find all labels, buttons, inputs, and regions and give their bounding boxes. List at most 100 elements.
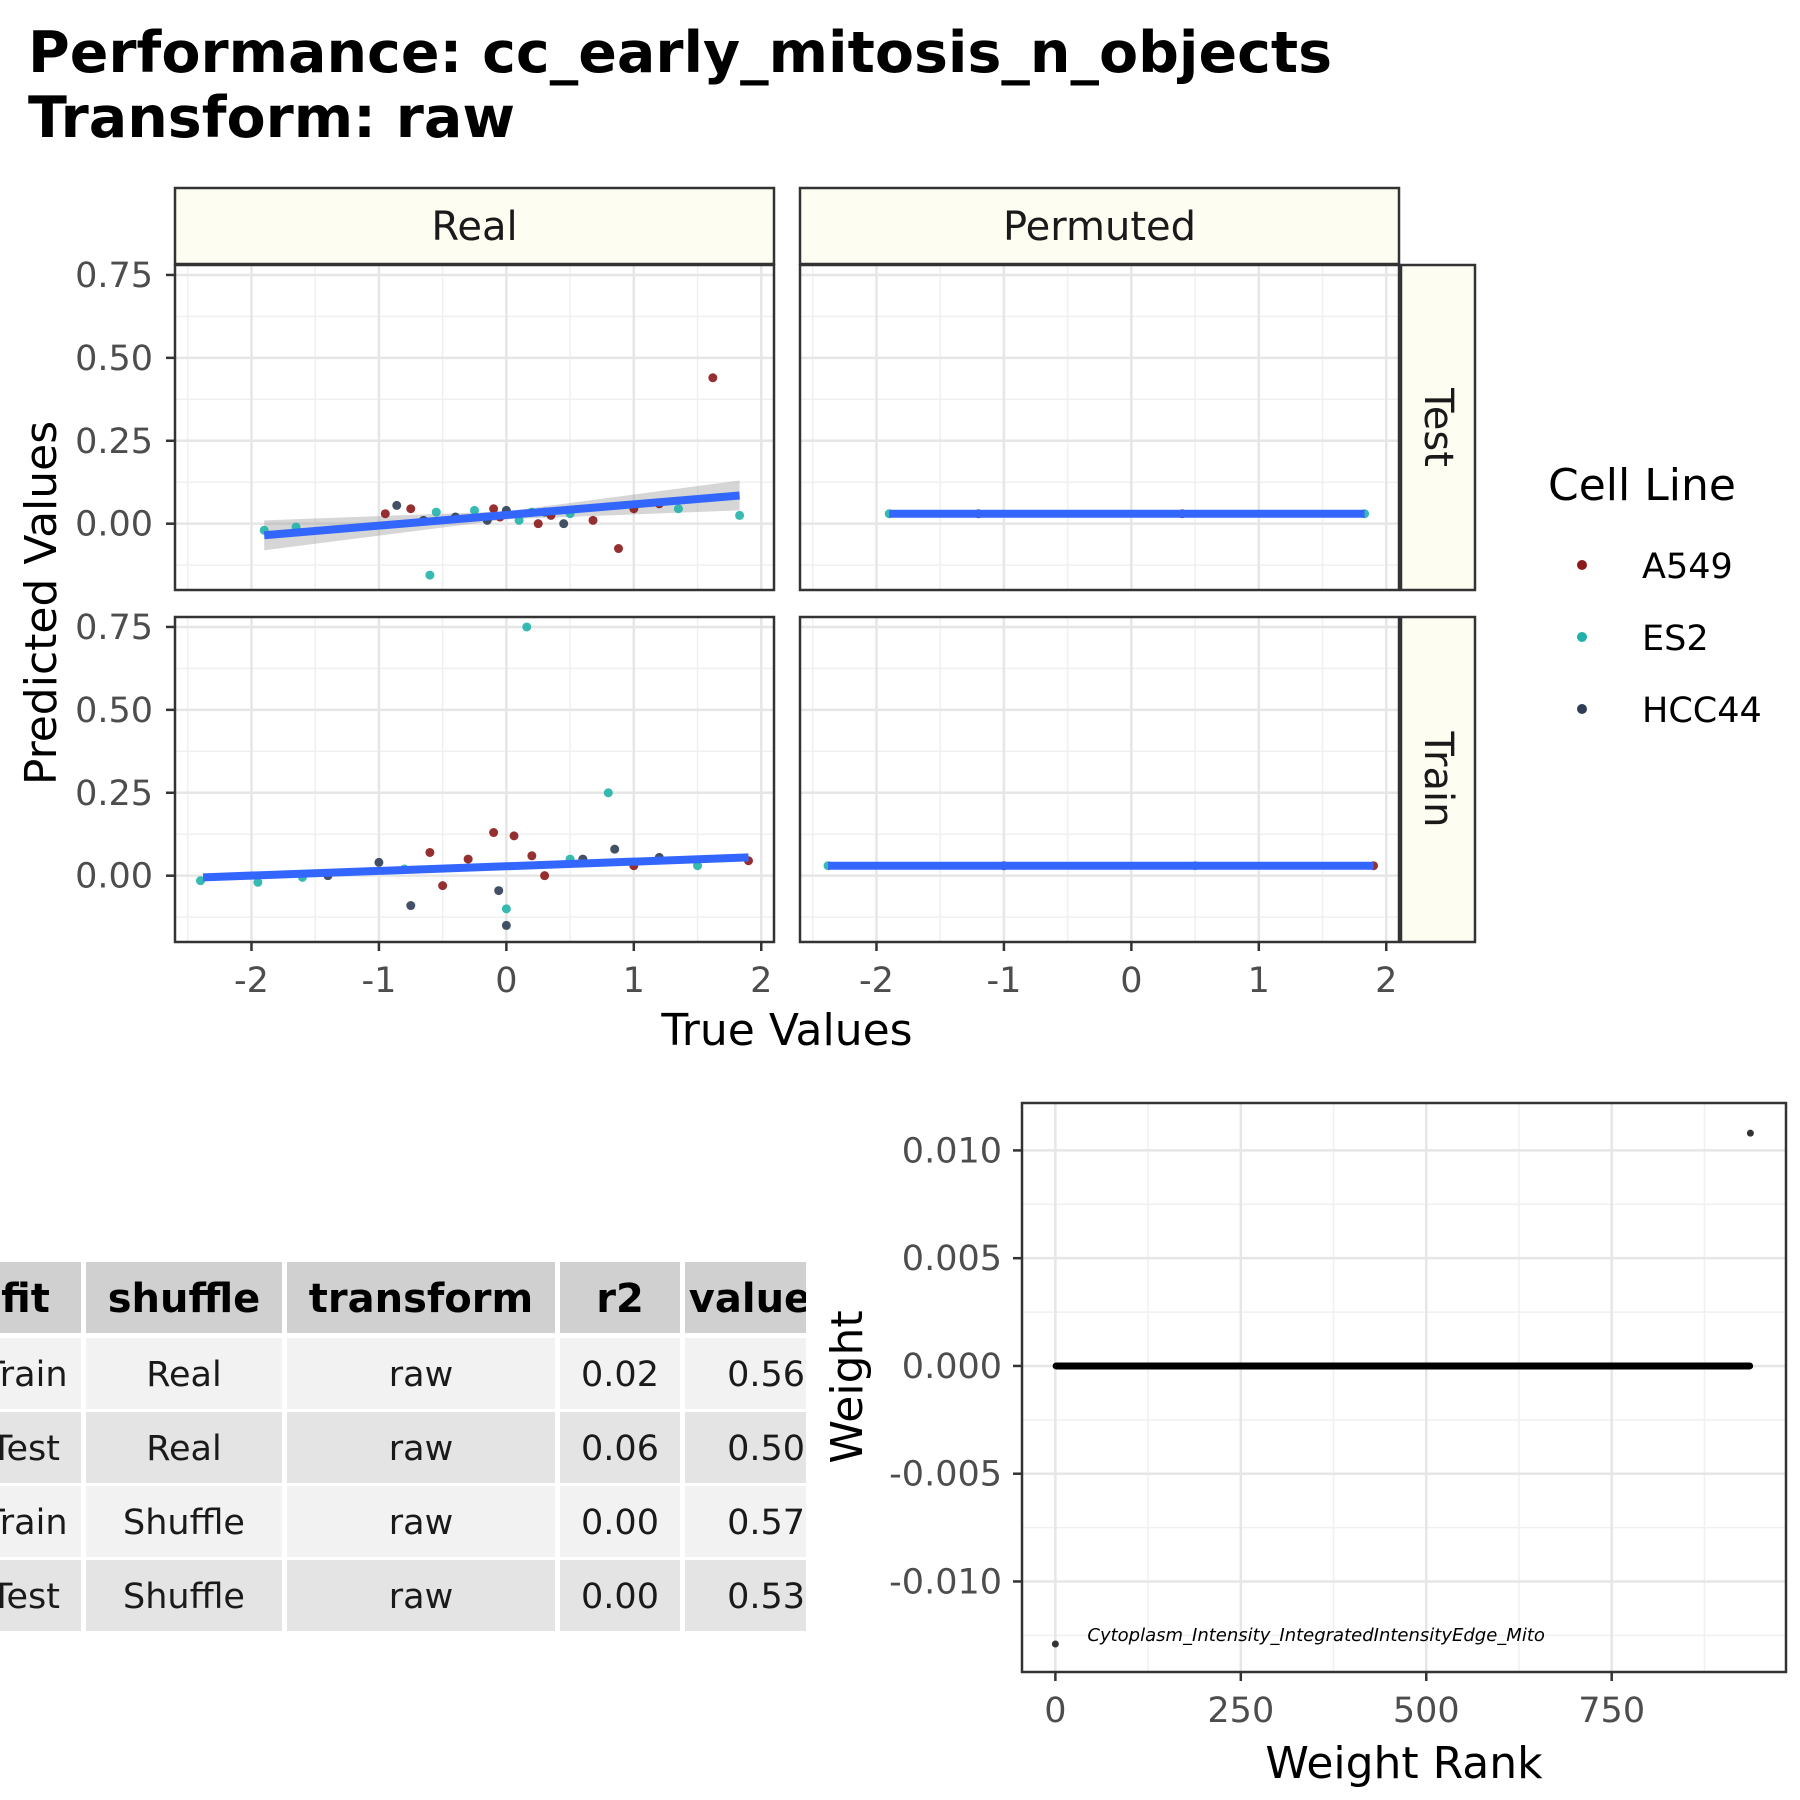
table-cell-text: raw	[389, 1355, 453, 1395]
strip-real	[173, 186, 776, 266]
y-tick-label: 0.75	[75, 608, 153, 648]
legend: Cell Line A549 ES2 HCC44	[1548, 460, 1762, 731]
regression-line	[263, 491, 740, 540]
x-axis-title: Weight Rank	[1265, 1738, 1543, 1789]
x-tick-label: 500	[1393, 1691, 1460, 1731]
strip-test	[1399, 263, 1477, 592]
table-cell	[287, 1338, 555, 1409]
panel-background	[800, 265, 1399, 590]
table-cell-text: raw	[389, 1429, 453, 1469]
legend-key-es2	[1577, 632, 1587, 642]
table-cell-text: Train	[0, 1503, 67, 1543]
data-point-hcc44	[501, 920, 511, 930]
table-cell	[86, 1560, 282, 1631]
figure-title-line-2: Transform: raw	[28, 85, 515, 151]
panel-permuted-train	[798, 615, 1401, 944]
table-cell	[685, 1338, 806, 1409]
panel-real-test	[173, 263, 776, 592]
table-header-cell	[685, 1262, 806, 1333]
data-point-a549	[533, 519, 543, 529]
data-point-es2	[693, 861, 703, 871]
y-tick-label: 0.010	[902, 1131, 1002, 1171]
table-cell-text: Real	[146, 1429, 221, 1469]
data-point-es2	[501, 904, 511, 914]
table-header-cell	[0, 1262, 81, 1333]
table-header-fit: fit	[1, 1276, 50, 1322]
table-cell-text: 0.00	[581, 1577, 659, 1617]
data-point-hcc44	[406, 901, 416, 911]
data-point-hcc44	[494, 886, 504, 896]
x-tick-label: -1	[986, 961, 1021, 1001]
data-point-a549	[463, 854, 473, 864]
x-tick-label: 1	[1248, 961, 1270, 1001]
table-cell-text: Test	[0, 1429, 60, 1469]
table-cell-text: raw	[389, 1577, 453, 1617]
y-tick-label: 0.00	[75, 857, 153, 897]
table-cell-text: 0.02	[581, 1355, 659, 1395]
table-body: fit shuffle transform r2 value Train Real raw 0.…	[0, 1262, 811, 1631]
table-cell	[86, 1486, 282, 1557]
table-cell	[560, 1412, 680, 1483]
panel-background	[175, 617, 774, 942]
x-tick-label: -2	[859, 961, 894, 1001]
x-tick-label: 0	[1120, 961, 1142, 1001]
data-point-a549	[489, 504, 499, 514]
table-cell	[287, 1486, 555, 1557]
table-cell-text: 0.53	[727, 1577, 805, 1617]
bottom-weight-point	[1051, 1640, 1059, 1648]
table-cell-text: 0.50	[727, 1429, 805, 1469]
data-point-a549	[614, 544, 624, 554]
table-cell	[685, 1560, 806, 1631]
table-cell-text: 0.00	[581, 1503, 659, 1543]
legend-key-hcc44	[1577, 704, 1587, 714]
y-tick-label: 0.50	[75, 339, 153, 379]
data-point-hcc44	[610, 844, 620, 854]
x-tick-label: 0	[495, 961, 517, 1001]
panel-border	[173, 615, 776, 944]
x-tick-label: -1	[361, 961, 396, 1001]
data-point-a549	[540, 871, 550, 881]
legend-label-hcc44: HCC44	[1642, 691, 1762, 731]
data-point-hcc44	[559, 519, 569, 529]
strip-label-permuted: Permuted	[1003, 204, 1196, 250]
y-tick-label: 0.25	[75, 774, 153, 814]
facet-scatter-chart: Real Permuted Test Train 0.75 0.50 0.25 0.00 0.7…	[16, 186, 1477, 1056]
table-header-value: value	[689, 1276, 811, 1322]
y-tick-label: 0.25	[75, 422, 153, 462]
data-point-a549	[509, 831, 519, 841]
panel-permuted-test	[798, 263, 1401, 592]
y-tick-label: -0.005	[889, 1455, 1002, 1495]
table-cell	[560, 1338, 680, 1409]
table-cell	[287, 1412, 555, 1483]
table-cell-text: Shuffle	[123, 1577, 245, 1617]
table-header-r2: r2	[596, 1276, 644, 1322]
panel-background	[800, 617, 1399, 942]
x-tick-label: 250	[1207, 1691, 1274, 1731]
top-weight-point	[1746, 1129, 1754, 1137]
table-cell	[0, 1560, 81, 1631]
legend-key-a549	[1577, 560, 1587, 570]
x-tick-label: -2	[234, 961, 269, 1001]
data-point-es2	[673, 504, 683, 514]
table-cell-text: Shuffle	[123, 1503, 245, 1543]
feature-annotation: Cytoplasm_Intensity_IntegratedIntensityE…	[1087, 1625, 1545, 1646]
data-point-a549	[489, 828, 499, 838]
table-cell-text: Real	[146, 1355, 221, 1395]
table-cell-text: Test	[0, 1577, 60, 1617]
x-tick-label: 2	[1375, 961, 1397, 1001]
x-tick-label: 750	[1578, 1691, 1645, 1731]
data-point-hcc44	[392, 500, 402, 510]
table-cell	[560, 1560, 680, 1631]
strip-label-test: Test	[1415, 387, 1461, 467]
weight-panel-background	[1022, 1103, 1786, 1672]
table-cell	[0, 1412, 81, 1483]
legend-label-a549: A549	[1642, 547, 1733, 587]
x-tick-label: 0	[1044, 1691, 1066, 1731]
table-cell	[0, 1338, 81, 1409]
y-axis-title: Predicted Values	[16, 421, 67, 785]
y-axis-title: Weight	[822, 1310, 873, 1463]
metrics-table: fit shuffle transform r2 value Train Real raw 0.…	[0, 1262, 811, 1631]
table-cell	[560, 1486, 680, 1557]
weight-rank-chart: Cytoplasm_Intensity_IntegratedIntensityE…	[822, 1101, 1788, 1789]
